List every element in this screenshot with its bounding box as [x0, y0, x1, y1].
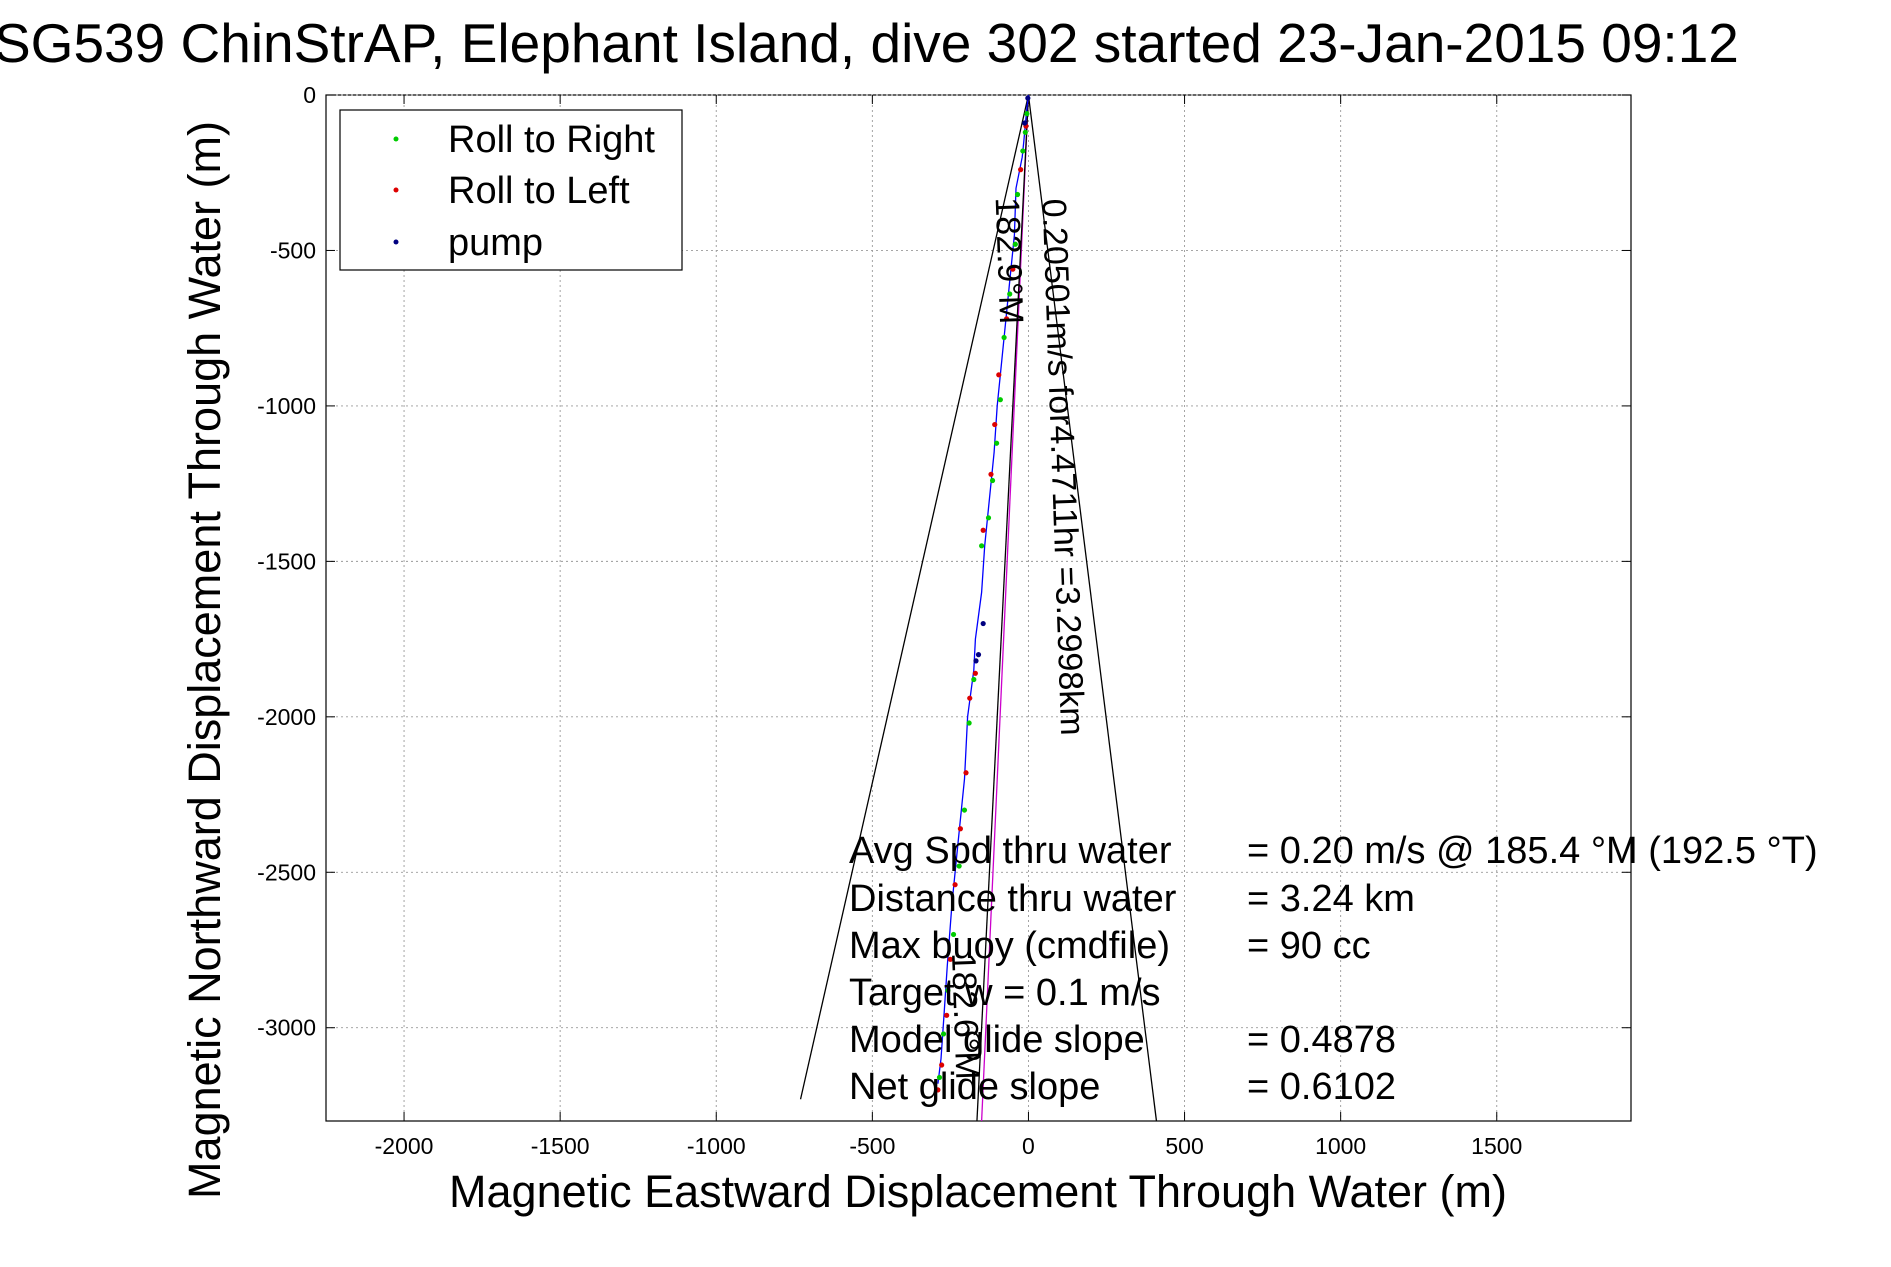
point-roll-to-right — [985, 515, 992, 521]
x-tick-label: 1500 — [1471, 1133, 1522, 1159]
legend: Roll to Right Roll to Left pump — [339, 109, 683, 271]
x-tick-label: -1500 — [531, 1133, 590, 1159]
reference-line — [799, 94, 1030, 1100]
point-roll-to-right — [989, 477, 996, 484]
point-roll-to-left — [992, 421, 998, 428]
point-roll-to-right — [950, 931, 957, 938]
point-roll-to-left — [947, 956, 954, 962]
y-tick-label: 0 — [303, 82, 316, 108]
legend-label-pump: pump — [448, 222, 543, 264]
point-roll-to-right — [1007, 291, 1013, 297]
point-roll-to-left — [972, 670, 978, 676]
point-roll-to-right — [956, 863, 962, 869]
point-roll-to-right — [1022, 129, 1028, 135]
point-roll-to-left — [1003, 316, 1010, 322]
x-tick-label: 500 — [1165, 1133, 1203, 1159]
reference-line — [1027, 94, 1158, 1122]
legend-marker-roll-left — [393, 187, 399, 193]
point-roll-to-right — [940, 1031, 947, 1037]
stat-label-model-glide: Model glide slope — [849, 1019, 1145, 1061]
chart-title: SG539 ChinStrAP, Elephant Island, dive 3… — [0, 12, 1739, 74]
point-roll-to-right — [997, 397, 1003, 403]
point-pump — [975, 652, 982, 658]
point-roll-to-left — [967, 695, 973, 701]
y-tick-label: -2000 — [257, 704, 316, 730]
y-tick-label: -500 — [270, 237, 316, 263]
point-roll-to-right — [1012, 241, 1018, 247]
point-roll-to-right — [971, 676, 977, 683]
point-roll-to-left — [939, 1062, 945, 1068]
stat-label-target-w: Target w = 0.1 m/s — [849, 972, 1161, 1014]
point-pump — [1025, 95, 1031, 101]
point-roll-to-left — [944, 1012, 950, 1018]
y-tick-label: -1500 — [257, 548, 316, 574]
x-tick-label: -1000 — [687, 1133, 746, 1159]
y-tick-label: -3000 — [257, 1015, 316, 1041]
stat-label-distance: Distance thru water — [849, 878, 1177, 920]
stat-value-model-glide: = 0.4878 — [1247, 1019, 1396, 1061]
point-roll-to-right — [1014, 191, 1021, 198]
stats-block: Avg Spd thru water = 0.20 m/s @ 185.4 °M… — [849, 830, 1818, 1108]
reference-line — [976, 94, 1030, 1122]
stat-value-max-buoy: = 90 cc — [1247, 925, 1371, 967]
point-pump — [973, 658, 979, 664]
point-roll-to-right — [1020, 148, 1026, 154]
stat-label-max-buoy: Max buoy (cmdfile) — [849, 925, 1170, 967]
stat-label-avg-spd: Avg Spd thru water — [849, 830, 1172, 872]
point-roll-to-right — [979, 543, 985, 549]
point-pump — [980, 620, 986, 627]
point-roll-to-left — [996, 372, 1002, 378]
legend-label-roll-left: Roll to Left — [448, 170, 630, 212]
x-tick-label: -2000 — [375, 1133, 434, 1159]
point-roll-to-right — [961, 807, 968, 813]
stat-value-net-glide: = 0.6102 — [1247, 1066, 1396, 1108]
dive-track-line — [937, 94, 1030, 1084]
stat-value-avg-spd: = 0.20 m/s @ 185.4 °M (192.5 °T) — [1247, 830, 1818, 872]
track-layer — [937, 94, 1030, 1084]
point-roll-to-left — [1018, 167, 1024, 173]
line-annotations: 0.20501m/s for4.4711hr =3.2998km182.9°M1… — [944, 197, 1091, 1081]
reference-lines — [799, 94, 1158, 1122]
stat-value-distance: = 3.24 km — [1247, 878, 1415, 920]
reference-line — [980, 94, 1030, 1122]
point-roll-to-right — [1024, 111, 1030, 117]
point-roll-to-right — [945, 987, 951, 994]
point-pump — [1022, 120, 1028, 126]
point-roll-to-left — [1010, 266, 1016, 272]
y-tick-label: -1000 — [257, 393, 316, 419]
x-tick-label: -500 — [849, 1133, 895, 1159]
stat-label-net-glide: Net glide slope — [849, 1066, 1100, 1108]
legend-marker-roll-right — [393, 136, 399, 142]
y-axis-label: Magnetic Northward Displacement Through … — [179, 121, 230, 1199]
point-roll-to-left — [988, 471, 994, 477]
point-roll-to-left — [957, 826, 963, 832]
line-annotation: 182.6°M — [944, 952, 986, 1080]
x-tick-label: 0 — [1022, 1133, 1035, 1159]
data-points — [935, 95, 1031, 1093]
point-roll-to-left — [935, 1087, 941, 1093]
point-roll-to-right — [1001, 334, 1007, 341]
point-roll-to-right — [936, 1074, 943, 1081]
point-roll-to-left — [963, 770, 969, 776]
x-tick-label: 1000 — [1315, 1133, 1366, 1159]
point-roll-to-right — [966, 720, 972, 726]
point-roll-to-left — [980, 527, 986, 533]
y-tick-label: -2500 — [257, 859, 316, 885]
point-roll-to-right — [994, 440, 1000, 446]
point-roll-to-left — [952, 882, 958, 888]
line-annotation: 182.9°M — [988, 197, 1030, 325]
axis-ticks: -2000 -1500 -1000 -500 0 500 1000 1500 0 -500 -100… — [257, 82, 1631, 1159]
legend-marker-pump — [393, 239, 399, 245]
x-axis-label: Magnetic Eastward Displacement Through W… — [449, 1166, 1507, 1217]
legend-label-roll-right: Roll to Right — [448, 119, 655, 161]
